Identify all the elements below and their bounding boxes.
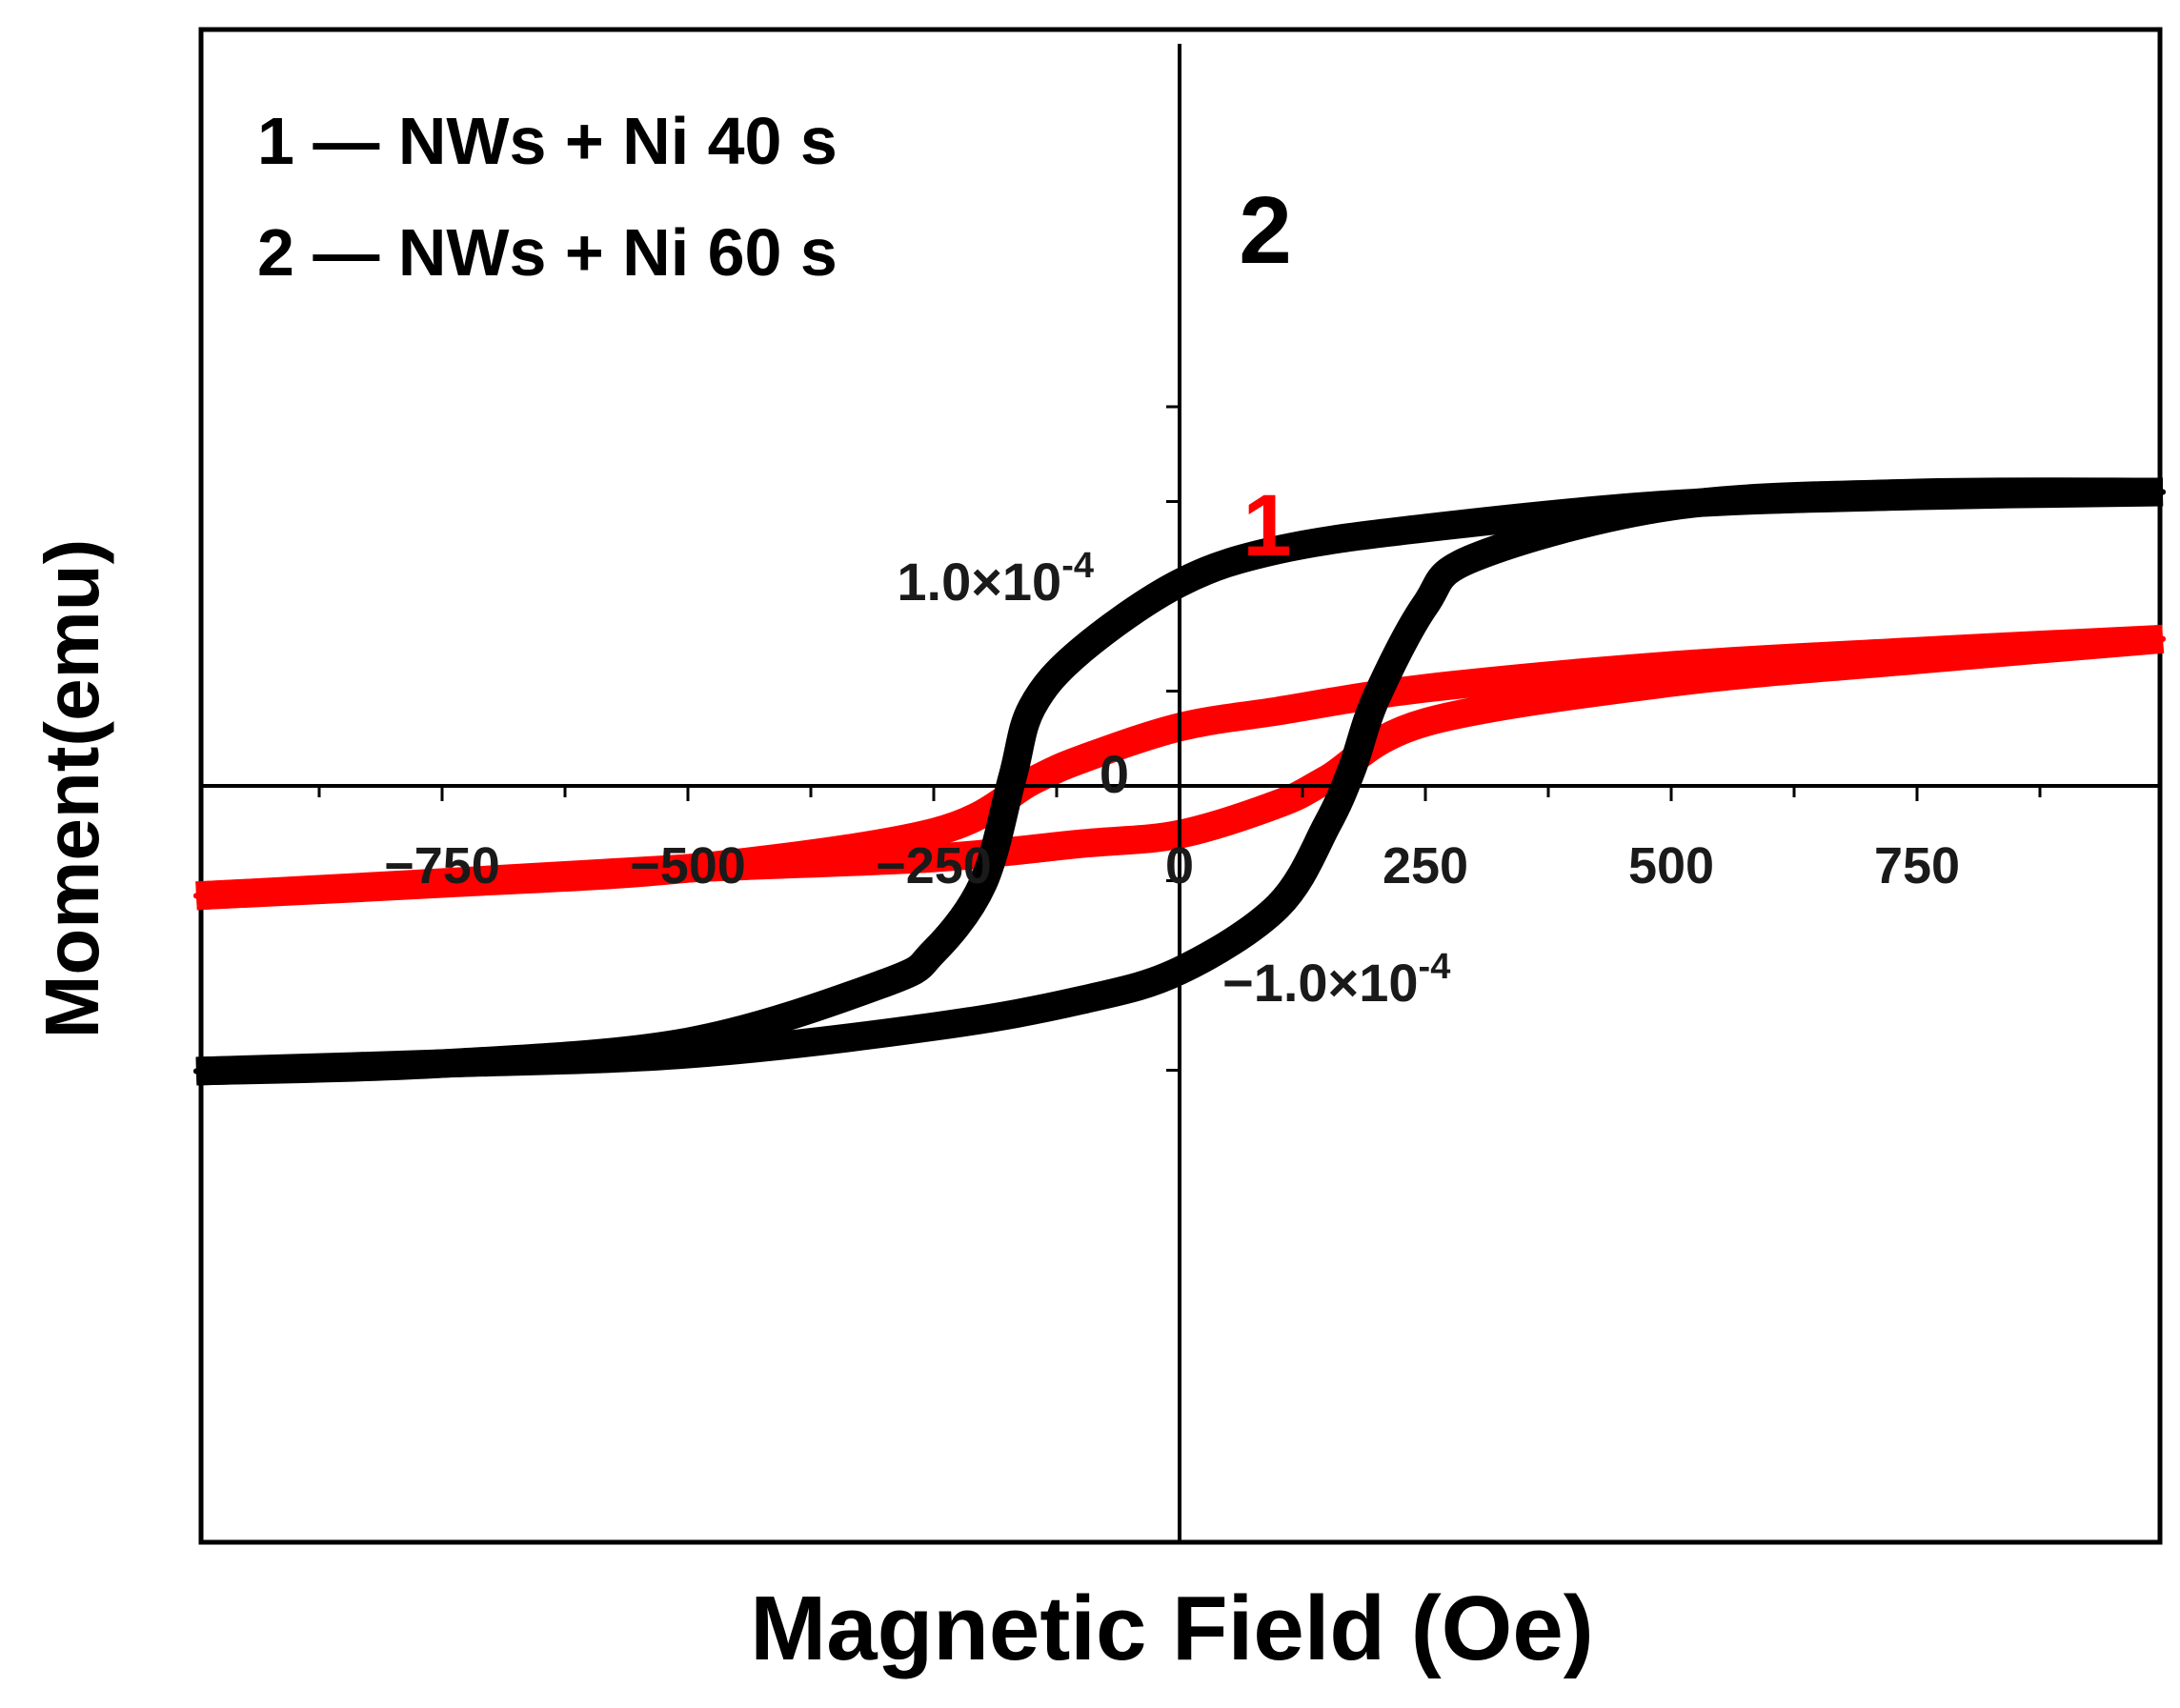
series-1-point: [1275, 800, 1282, 807]
series-1-point: [439, 879, 445, 886]
series-2-point: [979, 880, 986, 887]
series-2-point: [1078, 996, 1084, 1003]
x-tick-label: −500: [630, 837, 746, 894]
series-1-point: [931, 829, 937, 835]
series-2-point: [685, 1051, 691, 1057]
y-tick-label: 1.0×10-4: [897, 546, 1094, 612]
curve-label-1: 1: [1242, 477, 1291, 574]
text-layer: −750 −500 −250 0 250 500 750 1.0×10-4 0 −1.0×10-4…: [30, 104, 1960, 1679]
legend-entry: 2 — NWs + Ni 60 s: [257, 215, 838, 290]
series-1-point: [1323, 776, 1330, 783]
series-2-point: [931, 949, 937, 955]
series-2-point: [1009, 774, 1016, 781]
series-1-ascending-branch: [195, 624, 2165, 911]
series-2-point: [1348, 767, 1355, 774]
x-tick-label: 500: [1628, 837, 1714, 894]
x-axis-title: Magnetic Field (Oe): [750, 1577, 1593, 1679]
series-2-point: [1423, 525, 1428, 532]
y-tick-label: −1.0×10-4: [1222, 947, 1450, 1013]
series-1-point: [1914, 656, 1920, 663]
series-2-point: [1423, 601, 1428, 608]
x-tick-label: 250: [1383, 837, 1468, 894]
series-layer: [193, 477, 2166, 1086]
series-2-ascending-branch: [195, 477, 2164, 1086]
series-1: [193, 624, 2166, 911]
series-1-point: [2160, 635, 2166, 642]
x-tick-label: −250: [876, 837, 992, 894]
axes-layer: [201, 44, 2160, 1542]
series-2-point: [931, 1023, 937, 1030]
x-tick-label: 750: [1874, 837, 1960, 894]
series-2-point: [1275, 903, 1282, 910]
series-2-point: [1029, 704, 1036, 711]
y-tick-label: 0: [1100, 744, 1129, 804]
x-tick-label: −750: [384, 837, 500, 894]
series-2: [193, 477, 2166, 1086]
series-2-point: [1914, 490, 1920, 496]
series-2-point: [1323, 821, 1330, 828]
series-1-point: [1078, 756, 1084, 763]
series-2-point: [1373, 694, 1380, 701]
series-1-point: [193, 893, 199, 899]
series-1-point: [1029, 778, 1036, 785]
series-1-point: [685, 865, 691, 872]
series-1-point: [931, 854, 937, 861]
series-1-point: [1423, 719, 1428, 726]
series-2-point: [193, 1068, 199, 1075]
series-1-point: [1668, 662, 1674, 669]
x-tick-label: 0: [1165, 837, 1194, 894]
series-2-point: [439, 1060, 445, 1067]
series-2-point: [1471, 554, 1478, 561]
legend-entry: 1 — NWs + Ni 40 s: [257, 104, 838, 178]
series-1-point: [1275, 708, 1282, 714]
series-1-point: [1668, 679, 1674, 686]
series-1-point: [1423, 685, 1428, 692]
series-1-point: [1078, 840, 1084, 847]
series-2-point: [881, 979, 888, 986]
curve-label-2: 2: [1239, 177, 1292, 284]
series-2-point: [1078, 647, 1084, 653]
series-2-point: [1668, 503, 1674, 510]
series-2-point: [1275, 547, 1282, 553]
y-axis-title: Moment(emu): [30, 539, 114, 1038]
series-2-point: [2160, 489, 2166, 495]
